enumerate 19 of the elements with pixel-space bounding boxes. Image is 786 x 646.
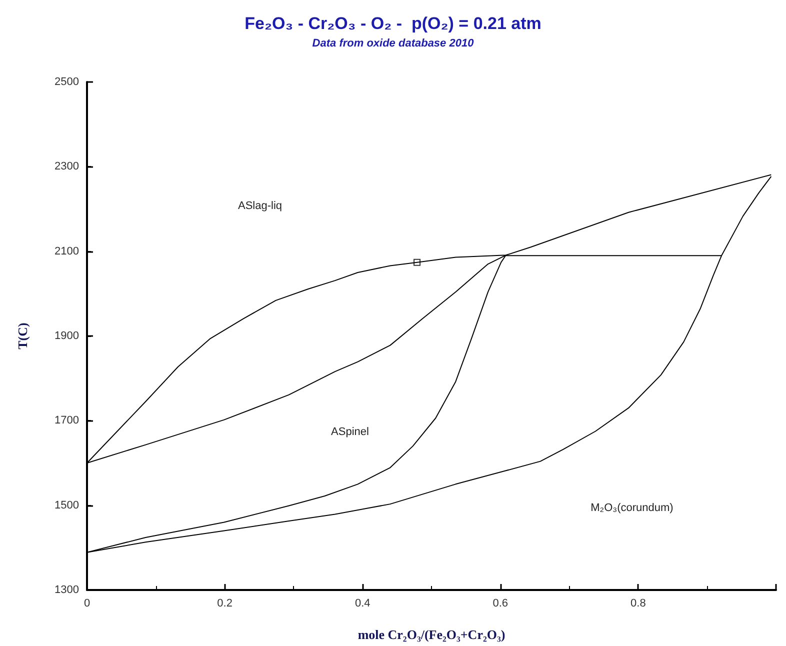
x-tick-label: 0.2 xyxy=(217,598,232,610)
y-tick-label: 2500 xyxy=(54,76,79,88)
chart-subtitle: Data from oxide database 2010 xyxy=(312,38,475,50)
x-tick-label: 0.8 xyxy=(630,598,646,610)
annotation: M₂O₃(corundum) xyxy=(590,502,674,514)
x-tick-label: 0.4 xyxy=(354,598,370,610)
annotation: ASpinel xyxy=(331,426,369,438)
x-tick-label: 0.6 xyxy=(492,598,508,610)
y-tick-label: 1300 xyxy=(54,584,79,596)
x-axis-title: mole Cr₂O₃/(Fe₂O₃+Cr₂O₃) xyxy=(358,627,506,642)
y-axis-title: T(C) xyxy=(15,322,30,350)
y-tick-label: 1500 xyxy=(54,499,79,512)
x-tick-label: 0 xyxy=(84,598,90,610)
y-tick-label: 1700 xyxy=(54,414,79,427)
chart-title: Fe₂O₃ - Cr₂O₃ - O₂ - p(O₂) = 0.21 atm xyxy=(244,14,542,33)
y-tick-label: 2100 xyxy=(54,245,79,258)
annotation: ASlag-liq xyxy=(238,200,282,212)
y-tick-label: 2300 xyxy=(54,160,79,173)
y-tick-label: 1900 xyxy=(54,330,79,342)
